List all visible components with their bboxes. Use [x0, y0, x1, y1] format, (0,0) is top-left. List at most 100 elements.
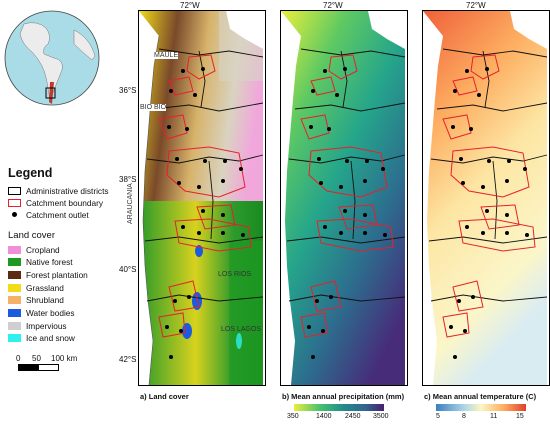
temperature-colorbar — [436, 404, 526, 411]
lat-label-42: 42°S — [119, 355, 137, 364]
catchment-outlet — [177, 181, 181, 185]
temp-tick-15: 15 — [516, 413, 524, 420]
catchment-outlet — [203, 159, 207, 163]
catchment-boundary — [452, 76, 478, 96]
caption-land-cover: a) Land cover — [140, 392, 189, 401]
catchment-boundary — [442, 114, 472, 140]
region-label-loslagos: LOS LAGOS — [221, 326, 262, 333]
catchment-outlet — [523, 167, 527, 171]
precip-tick-1400: 1400 — [316, 413, 332, 420]
catchment-boundary — [158, 312, 186, 338]
admin-district-line — [442, 48, 548, 58]
land-cover-item: Impervious — [8, 320, 67, 331]
catchment-outlet — [477, 93, 481, 97]
catchment-outlet — [343, 67, 347, 71]
catchment-outlet — [505, 231, 509, 235]
catchment-outlet — [381, 167, 385, 171]
catchment-outlet — [505, 179, 509, 183]
catchment-boundary — [308, 146, 388, 198]
admin-district-line — [482, 50, 490, 108]
region-label-losrios: LOS RIOS — [218, 271, 252, 278]
catchment-boundary — [186, 54, 216, 80]
catchment-outlet — [223, 159, 227, 163]
land-cover-item: Grassland — [8, 282, 64, 293]
catchment-outlet — [463, 329, 467, 333]
catchment-outlet — [481, 185, 485, 189]
lon-label-b: 72°W — [323, 1, 343, 10]
catchment-outlet — [469, 127, 473, 131]
temp-tick-5: 5 — [436, 413, 440, 420]
admin-district-line — [198, 50, 206, 108]
lat-label-38: 38°S — [119, 175, 137, 184]
catchment-outlet — [175, 157, 179, 161]
catchment-outlet — [241, 233, 245, 237]
catchment-outlet — [197, 185, 201, 189]
catchment-boundary — [328, 54, 358, 80]
catchment-outlet — [311, 355, 315, 359]
scale-label-100: 100 km — [51, 354, 78, 363]
catchment-outlet — [187, 295, 191, 299]
catchment-outlet — [383, 233, 387, 237]
land-cover-swatch — [8, 270, 21, 279]
scale-label-0: 0 — [16, 354, 21, 363]
overlay-a — [144, 48, 264, 359]
catchment-outlet — [239, 167, 243, 171]
land-cover-item: Forest plantation — [8, 269, 88, 280]
scale-bar — [18, 364, 59, 371]
catchment-boundary — [158, 114, 188, 140]
admin-district-line — [294, 102, 406, 112]
land-cover-swatch — [8, 309, 21, 317]
land-cover-item: Ice and snow — [8, 333, 75, 344]
catchment-outlet — [449, 325, 453, 329]
catchment-outlet — [363, 179, 367, 183]
land-cover-title: Land cover — [8, 230, 56, 241]
catchment-outlet — [451, 125, 455, 129]
region-label-biobio: BIO BIO — [140, 104, 167, 111]
catchment-outlet — [181, 225, 185, 229]
catchment-outlet — [335, 93, 339, 97]
admin-district-line — [300, 48, 406, 58]
precip-tick-350: 350 — [287, 413, 299, 420]
admin-district-line — [340, 50, 348, 108]
admin-district-line — [286, 236, 406, 244]
catchment-outlet — [465, 225, 469, 229]
admin-district-line — [288, 294, 406, 302]
admin-district-line — [350, 160, 356, 240]
catchment-outlet — [315, 299, 319, 303]
caption-precipitation: b) Mean annual precipitation (mm) — [282, 392, 405, 401]
land-cover-item: Native forest — [8, 257, 73, 268]
admin-district-line — [428, 236, 548, 244]
catchment-outlet — [201, 67, 205, 71]
catchment-outlet — [339, 231, 343, 235]
catchment-outlet-swatch — [8, 211, 21, 219]
catchment-outlet — [201, 209, 205, 213]
catchment-outlet — [453, 355, 457, 359]
land-cover-item: Shrubland — [8, 295, 64, 306]
catchment-boundary — [452, 280, 484, 312]
catchment-outlet — [365, 159, 369, 163]
catchment-boundary — [310, 76, 336, 96]
land-cover-swatch — [8, 321, 21, 330]
land-cover-item: Water bodies — [8, 308, 75, 319]
temperature-map — [422, 10, 550, 386]
caption-temperature: c) Mean annual temperature (C) — [424, 392, 537, 401]
catchment-boundary — [316, 218, 394, 252]
catchment-boundary — [166, 146, 246, 198]
catchment-outlet — [465, 69, 469, 73]
catchment-outlet — [221, 231, 225, 235]
catchment-outlet — [485, 209, 489, 213]
region-label-maule: MAULE — [154, 52, 179, 59]
catchment-outlet — [323, 69, 327, 73]
lon-label-a: 72°W — [180, 1, 200, 10]
lat-label-36: 36°S — [119, 86, 137, 95]
admin-district-line — [152, 102, 264, 112]
catchment-outlet — [173, 299, 177, 303]
catchment-outlet — [507, 159, 511, 163]
admin-district-line — [146, 294, 264, 302]
legend-item-catchment: Catchment boundary — [8, 197, 103, 208]
admin-district-line — [436, 102, 548, 112]
catchment-boundary — [168, 76, 194, 96]
catchment-outlet — [181, 69, 185, 73]
catchment-outlet — [525, 233, 529, 237]
catchment-outlet — [309, 125, 313, 129]
